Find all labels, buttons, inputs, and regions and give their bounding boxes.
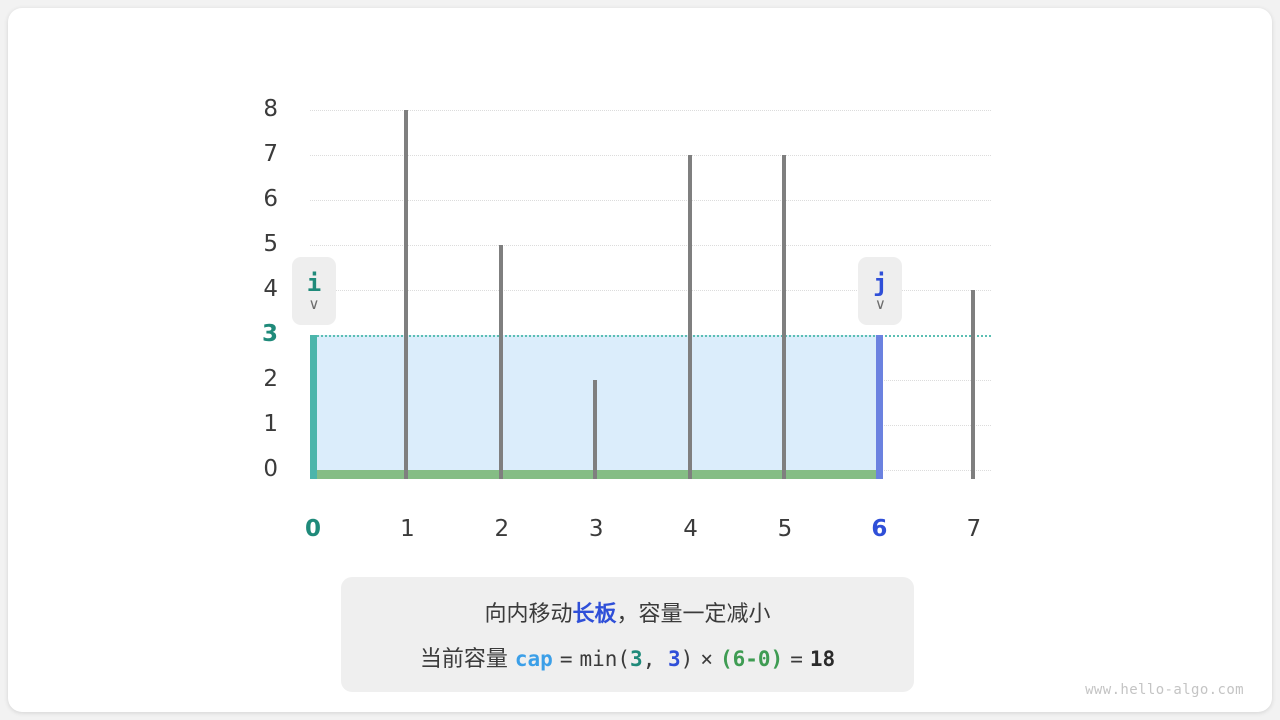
caption-width-span: (6-0) — [719, 647, 784, 671]
y-tick-label-5: 5 — [263, 231, 278, 257]
gridline-y-4 — [310, 290, 991, 291]
y-tick-label-4: 4 — [263, 276, 278, 302]
pointer-badge-i-label: i — [306, 268, 322, 297]
pointer-badge-i: i ∨ — [292, 257, 336, 325]
y-tick-label-3: 3 — [261, 321, 278, 347]
chevron-down-icon: ∨ — [874, 294, 886, 313]
bar-2 — [498, 245, 503, 479]
caption-height-i: 3 — [630, 647, 643, 671]
x-tick-label-6: 6 — [871, 516, 888, 542]
caption-line-2: 当前容量 cap = min(3, 3) × (6-0) = 18 — [420, 641, 835, 673]
x-tick-label-4: 4 — [683, 516, 698, 542]
bar-5 — [782, 155, 786, 479]
caption-result: 18 — [809, 647, 836, 671]
caption-line-1: 向内移动长板，容量一定减小 — [484, 596, 770, 628]
gridline-y-6 — [310, 200, 991, 201]
caption-min-close: ) — [680, 647, 694, 671]
water-level-line — [310, 335, 991, 337]
y-tick-label-2: 2 — [263, 366, 278, 392]
pointer-badge-j: j ∨ — [858, 257, 903, 325]
bar-1 — [404, 110, 409, 479]
caption-min-open: min( — [579, 647, 631, 671]
gridline-y-8 — [310, 110, 991, 111]
caption-equals-2: = — [790, 647, 803, 671]
chevron-down-icon: ∨ — [308, 294, 320, 313]
bar-0 — [310, 335, 317, 479]
figure-card: 0 1 2 3 4 5 6 7 8 0 1 2 3 4 5 6 7 i ∨ j ∨ 向内移动长板，容量一定减小 当前容量… — [8, 8, 1272, 712]
caption-line1-prefix: 向内移动 — [484, 602, 573, 627]
site-watermark: www.hello-algo.com — [1085, 682, 1244, 698]
x-tick-label-0: 0 — [304, 516, 321, 542]
x-tick-label-2: 2 — [494, 516, 510, 542]
chart-plot-area: 0 1 2 3 4 5 6 7 8 0 1 2 3 4 5 6 7 i ∨ j ∨ — [8, 8, 1272, 712]
caption-capacity-label: 当前容量 — [419, 647, 508, 672]
caption-times-operator: × — [700, 647, 713, 671]
caption-height-j: 3 — [668, 647, 681, 671]
caption-equals-1: = — [559, 647, 573, 671]
x-tick-label-3: 3 — [588, 516, 604, 542]
caption-box: 向内移动长板，容量一定减小 当前容量 cap = min(3, 3) × (6-… — [341, 577, 914, 692]
gridline-y-5 — [310, 245, 991, 246]
y-tick-label-0: 0 — [263, 456, 278, 482]
y-tick-label-7: 7 — [263, 141, 278, 167]
pointer-badge-j-label: j — [873, 268, 888, 297]
y-tick-label-1: 1 — [263, 411, 278, 437]
caption-line1-suffix: ，容量一定减小 — [616, 602, 771, 627]
bar-4 — [687, 155, 692, 479]
x-tick-label-5: 5 — [777, 516, 793, 542]
bar-6 — [876, 335, 884, 479]
y-tick-label-8: 8 — [263, 96, 278, 122]
caption-comma: , — [642, 647, 668, 671]
gridline-y-7 — [310, 155, 991, 156]
caption-var-cap: cap — [514, 647, 553, 671]
x-tick-label-1: 1 — [400, 516, 415, 542]
bar-3 — [593, 380, 598, 479]
x-tick-label-7: 7 — [966, 516, 982, 542]
y-tick-label-6: 6 — [263, 186, 278, 212]
caption-line1-highlight: 长板 — [572, 602, 617, 627]
bar-7 — [970, 290, 975, 479]
